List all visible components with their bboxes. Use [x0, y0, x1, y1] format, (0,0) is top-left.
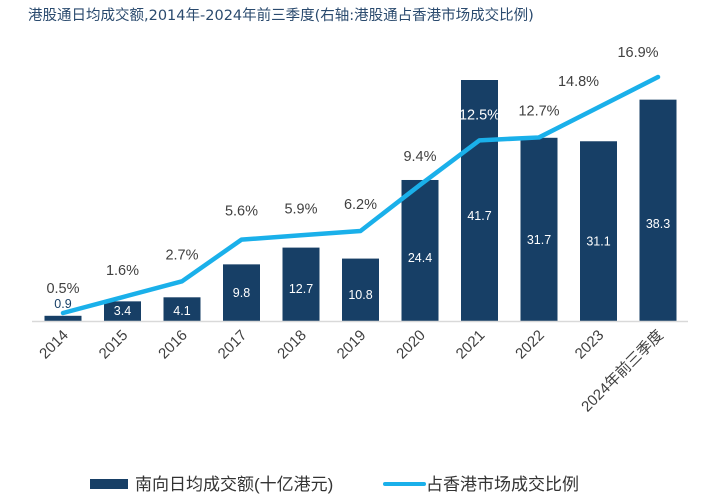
bar-2024年前三季度	[639, 99, 677, 322]
x-tick-label: 2015	[96, 327, 132, 363]
bar-value-label: 4.1	[173, 304, 190, 318]
line-value-label: 14.8%	[558, 74, 599, 90]
bar-value-label: 12.7	[289, 282, 313, 296]
chart-title: 港股通日均成交额,2014年-2024年前三季度(右轴:港股通占香港市场成交比例…	[28, 8, 534, 24]
line-value-label: 1.6%	[106, 263, 139, 279]
line-value-label: 5.6%	[225, 204, 258, 220]
legend-bar-swatch	[90, 479, 128, 489]
x-tick-label: 2022	[512, 327, 548, 363]
bar-2014	[44, 315, 82, 321]
legend: 南向日均成交额(十亿港元) 占香港市场成交比例	[90, 475, 579, 494]
bar-value-label: 9.8	[233, 286, 250, 300]
bar-2020	[401, 179, 439, 321]
bar-2023	[580, 141, 617, 321]
bar-2019	[342, 258, 379, 321]
bar-value-label: 3.4	[114, 304, 131, 318]
line-value-label: 9.4%	[403, 149, 436, 165]
x-tick-label: 2023	[572, 327, 608, 363]
bar-value-label: 41.7	[467, 209, 491, 223]
x-tick-label: 2014	[36, 327, 72, 363]
bar-2018	[282, 247, 320, 321]
bar-value-label: 24.4	[408, 251, 432, 265]
line-value-label: 12.7%	[518, 103, 559, 119]
line-value-label: 16.9%	[617, 45, 658, 61]
bar-value-label: 31.7	[527, 233, 551, 247]
bar-2016	[163, 297, 201, 321]
x-tick-label: 2018	[274, 327, 310, 363]
line-value-label: 0.5%	[46, 281, 79, 297]
bar-2015	[104, 301, 141, 321]
x-tick-label: 2019	[334, 327, 370, 363]
x-tick-label: 2017	[215, 327, 251, 363]
line-value-label: 6.2%	[344, 197, 377, 213]
legend-line-label: 占香港市场成交比例	[426, 475, 579, 494]
line-value-label: 5.9%	[284, 201, 317, 217]
bar-value-label: 0.9	[54, 297, 71, 311]
x-tick-label: 2016	[155, 327, 191, 363]
line-value-label: 12.5%	[459, 107, 500, 123]
bar-2022	[520, 137, 558, 321]
line-value-label: 2.7%	[165, 247, 198, 263]
legend-bar-label: 南向日均成交额(十亿港元)	[135, 475, 333, 494]
bar-2021	[461, 80, 498, 321]
bar-2017	[223, 264, 260, 321]
share-line	[60, 74, 661, 316]
bar-value-label: 10.8	[348, 288, 372, 302]
x-tick-label: 2020	[393, 327, 429, 363]
bar-value-label: 38.3	[646, 217, 670, 231]
bar-value-label: 31.1	[586, 235, 610, 249]
x-tick-label: 2021	[453, 327, 489, 363]
